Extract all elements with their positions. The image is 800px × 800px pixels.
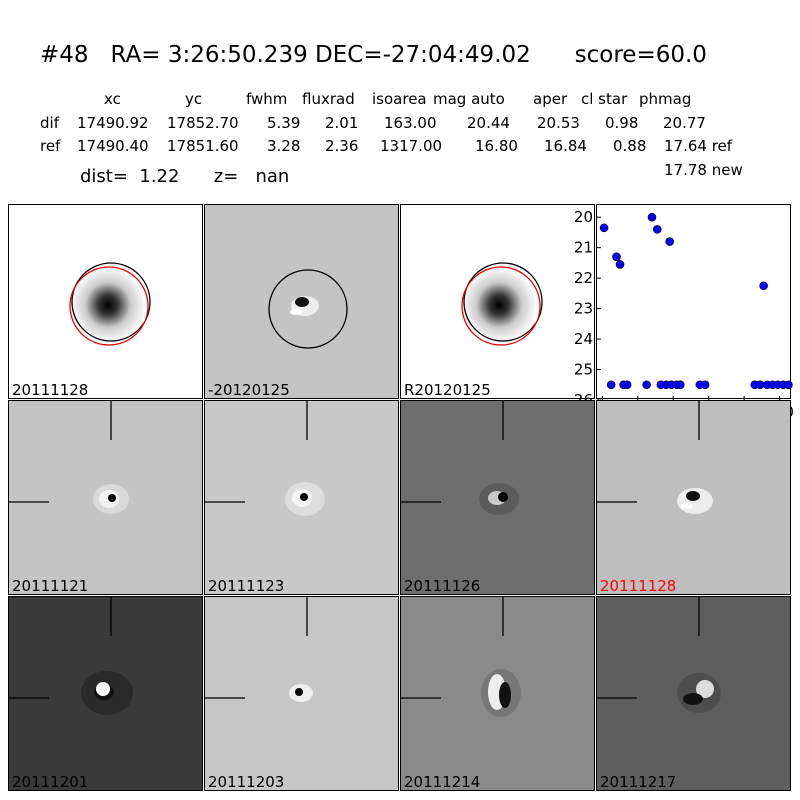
stamp-image xyxy=(69,262,151,346)
ref-yc: 17851.60 xyxy=(167,137,239,155)
stamp-label: 20111121 xyxy=(12,577,89,595)
lightcurve-plot: 20212223242526020406080100 xyxy=(574,204,794,421)
data-point xyxy=(606,380,616,390)
stamp-panel-diff: -20120125 xyxy=(204,204,399,399)
data-point xyxy=(665,237,674,246)
col-header-mag-auto: mag auto xyxy=(433,90,505,108)
col-header-fwhm: fwhm xyxy=(246,90,288,108)
dif-fluxrad: 2.01 xyxy=(325,114,359,132)
distance-redshift-line: dist= 1.22 z= nan xyxy=(80,166,290,187)
dif-yc: 17852.70 xyxy=(167,114,239,132)
stamp-image xyxy=(461,262,543,346)
aperture-circle-red xyxy=(69,266,149,346)
data-point xyxy=(700,380,710,390)
stamp-image xyxy=(205,597,313,702)
stamp-image xyxy=(205,401,325,516)
data-point xyxy=(622,380,632,390)
stamp-image xyxy=(597,401,713,514)
aperture-circle-red xyxy=(461,266,541,346)
aperture-circle-black xyxy=(71,262,151,342)
stamp-panel-epoch: 20111121 xyxy=(8,400,203,595)
data-point xyxy=(759,281,768,291)
data-point xyxy=(599,223,609,233)
col-header-fluxrad: fluxrad xyxy=(302,90,355,108)
stamp-label: 20111217 xyxy=(600,773,677,791)
dif-xc: 17490.92 xyxy=(77,114,149,132)
dif-aper: 20.53 xyxy=(537,114,580,132)
y-tick-label: 23 xyxy=(574,300,593,318)
col-header-isoarea: isoarea xyxy=(372,90,427,108)
y-tick-label: 24 xyxy=(574,330,593,348)
lightcurve-svg: 20212223242526020406080100 xyxy=(574,208,794,421)
data-point xyxy=(642,380,651,390)
ref-fluxrad: 2.36 xyxy=(325,137,359,155)
stamp-image xyxy=(9,597,133,715)
dif-cl-star: 0.98 xyxy=(605,114,639,132)
stamp-panel-epoch: 20111123 xyxy=(204,400,399,595)
ref-cl-star: 0.88 xyxy=(613,137,647,155)
stamp-label: -20120125 xyxy=(208,381,290,399)
candidate-title: #48 RA= 3:26:50.239 DEC=-27:04:49.02 sco… xyxy=(40,42,707,68)
stamp-label: 20111128 xyxy=(12,381,89,399)
col-header-yc: yc xyxy=(185,90,203,108)
data-point xyxy=(652,225,662,234)
data-point xyxy=(615,260,625,269)
ref-fwhm: 3.28 xyxy=(267,137,301,155)
aperture-circle-black xyxy=(268,269,348,349)
ref-phmag: 17.64 ref xyxy=(664,137,733,155)
new-phmag: 17.78 new xyxy=(664,161,743,179)
ref-xc: 17490.40 xyxy=(77,137,149,155)
dif-phmag: 20.77 xyxy=(663,114,706,132)
stamp-panel-ref: R20120125 xyxy=(400,204,595,399)
stamp-image xyxy=(268,269,348,349)
stamp-label: 20111203 xyxy=(208,773,285,791)
stamp-panel-epoch-current: 20111128 xyxy=(596,400,791,595)
stamp-label: 20111123 xyxy=(208,577,285,595)
stamp-label: R20120125 xyxy=(404,381,491,399)
data-point xyxy=(676,380,685,390)
col-header-aper: aper xyxy=(533,90,568,108)
stamp-image xyxy=(401,401,519,515)
dif-isoarea: 163.00 xyxy=(384,114,437,132)
stamp-label: 20111201 xyxy=(12,773,89,791)
dif-mag-auto: 20.44 xyxy=(467,114,510,132)
aperture-circle-black xyxy=(463,262,543,342)
ref-mag-auto: 16.80 xyxy=(475,137,518,155)
dif-fwhm: 5.39 xyxy=(267,114,301,132)
y-tick-label: 22 xyxy=(574,269,593,287)
data-point xyxy=(612,252,621,262)
col-header-phmag: phmag xyxy=(639,90,692,108)
row-label: ref xyxy=(40,137,61,155)
y-tick-label: 20 xyxy=(574,208,593,226)
stamp-panel-epoch: 20111203 xyxy=(204,596,399,791)
stamp-panel-epoch: 20111217 xyxy=(596,596,791,791)
row-label: dif xyxy=(40,114,59,132)
stamp-image xyxy=(401,597,521,717)
stamp-panel-epoch: 20111126 xyxy=(400,400,595,595)
data-point xyxy=(784,380,793,390)
stamp-panel-epoch: 20111214 xyxy=(400,596,595,791)
data-point xyxy=(647,212,657,222)
stamp-panel-epoch: 20111201 xyxy=(8,596,203,791)
stamp-image xyxy=(597,597,721,713)
ref-isoarea: 1317.00 xyxy=(380,137,443,155)
col-header-cl-star: cl star xyxy=(581,90,628,108)
ref-aper: 16.84 xyxy=(544,137,587,155)
stamp-image xyxy=(9,401,129,514)
stamp-label-current: 20111128 xyxy=(600,577,677,595)
y-tick-label: 21 xyxy=(574,239,593,257)
stamp-panel-new: 20111128 xyxy=(8,204,203,399)
stamp-label: 20111126 xyxy=(404,577,481,595)
y-tick-label: 25 xyxy=(574,361,593,379)
stamp-label: 20111214 xyxy=(404,773,481,791)
col-header-xc: xc xyxy=(104,90,121,108)
